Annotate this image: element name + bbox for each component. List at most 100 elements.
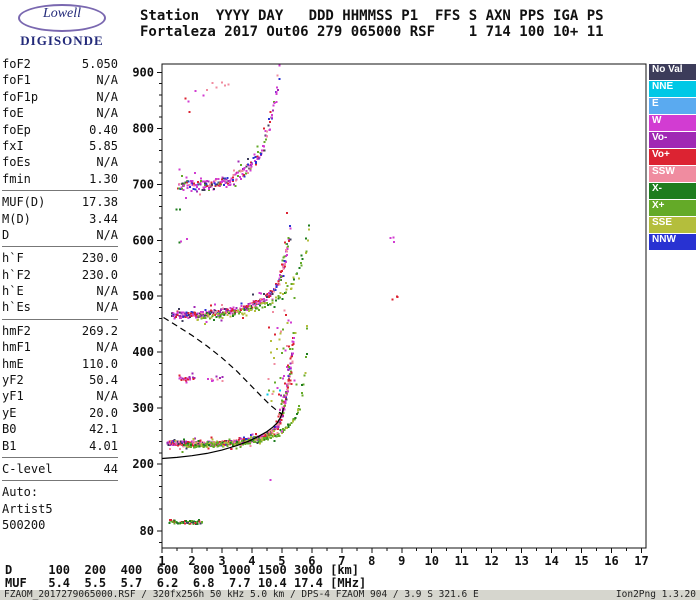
param-hmf1: hmF1 N/A — [2, 339, 118, 355]
param-value: N/A — [96, 300, 118, 315]
svg-text:80: 80 — [140, 524, 154, 538]
param-group: MUF(D) 17.38 M(D) 3.44 D N/A — [2, 194, 118, 248]
param-label: h`F — [2, 251, 24, 266]
svg-text:300: 300 — [132, 401, 154, 415]
param-c-level: C-level 44 — [2, 461, 118, 477]
svg-text:11: 11 — [454, 554, 468, 568]
param-label: fmin — [2, 171, 31, 186]
param-value: N/A — [96, 155, 118, 170]
param-value: N/A — [96, 89, 118, 104]
svg-text:4: 4 — [248, 554, 255, 568]
legend-item-vo+: Vo+ — [649, 149, 696, 165]
param-group: C-level 44 — [2, 461, 118, 482]
param-ye: yE 20.0 — [2, 405, 118, 421]
header-column-titles: Station YYYY DAY DDD HHMMSS P1 FFS S AXN… — [140, 8, 604, 24]
svg-text:8: 8 — [368, 554, 375, 568]
logo-ellipse: Lowell — [18, 4, 106, 32]
param-value: 230.0 — [81, 251, 118, 266]
param-group: Auto: Artist5 500200 — [2, 484, 118, 536]
param-label: foF2 — [2, 57, 31, 71]
param-group: h`F 230.0 h`F2 230.0 h`E N/A h`Es N/A — [2, 250, 118, 320]
dashed-curve — [163, 316, 283, 415]
param-value: 17.38 — [81, 195, 118, 210]
param-label: yF2 — [2, 373, 24, 388]
param-fof1p: foF1p N/A — [2, 89, 118, 105]
param-h-f2: h`F2 230.0 — [2, 267, 118, 283]
svg-text:900: 900 — [132, 65, 154, 79]
trace-specks-598km — [178, 237, 188, 244]
svg-text:200: 200 — [132, 457, 154, 471]
legend-item-no-val: No Val — [649, 64, 696, 80]
trace-cluster-350km-b — [206, 375, 224, 383]
param-value: 110.0 — [81, 356, 118, 371]
param-foep: foEp 0.40 — [2, 122, 118, 138]
svg-text:5: 5 — [278, 554, 285, 568]
svg-text:400: 400 — [132, 345, 154, 359]
param-value: 20.0 — [89, 405, 118, 420]
station-header: Station YYYY DAY DDD HHMMSS P1 FFS S AXN… — [140, 8, 604, 40]
legend-item-e: E — [649, 98, 696, 114]
param-label: foF1 — [2, 73, 31, 88]
param-value: N/A — [96, 227, 118, 242]
svg-text:15: 15 — [574, 554, 588, 568]
svg-text:16: 16 — [604, 554, 618, 568]
param-value: N/A — [96, 389, 118, 404]
muf-row: MUF 5.4 5.5 5.7 6.2 6.8 7.7 10.4 17.4 [M… — [5, 576, 367, 590]
svg-text:14: 14 — [544, 554, 558, 568]
param-h-e: h`E N/A — [2, 283, 118, 299]
svg-text:1: 1 — [158, 554, 165, 568]
param-label: B0 — [2, 422, 17, 437]
trace-spread-f — [266, 212, 298, 482]
legend-item-x+: X+ — [649, 200, 696, 216]
logo-lowell-text: Lowell — [42, 6, 82, 21]
legend-item-x-: X- — [649, 183, 696, 199]
status-file-info: FZAOM_2017279065000.RSF / 320fx256h 50 k… — [4, 589, 479, 600]
param-hmf2: hmF2 269.2 — [2, 323, 118, 339]
param-foes: foEs N/A — [2, 154, 118, 170]
status-program-version: Ion2Png 1.3.20 — [615, 589, 696, 600]
param-value: 44 — [103, 461, 118, 476]
param-label: h`E — [2, 284, 24, 299]
svg-text:10: 10 — [424, 554, 438, 568]
param-label: Artist5 — [2, 501, 53, 516]
header-station-values: Fortaleza 2017 Out06 279 065000 RSF 1 71… — [140, 24, 604, 40]
trace-e-layer-echoes — [168, 519, 203, 525]
svg-text:17: 17 — [634, 554, 648, 568]
svg-text:2: 2 — [188, 554, 195, 568]
param-value: N/A — [96, 284, 118, 299]
param-fof2: foF2 5.050 — [2, 56, 118, 72]
param-value: N/A — [96, 106, 118, 121]
param-label: fxI — [2, 138, 24, 153]
svg-text:13: 13 — [514, 554, 528, 568]
trace-left-top-specks — [184, 97, 191, 114]
param-b1: B1 4.01 — [2, 438, 118, 454]
param-label: hmE — [2, 356, 24, 371]
svg-text:700: 700 — [132, 177, 154, 191]
plot-border — [161, 63, 647, 549]
svg-text:800: 800 — [132, 121, 154, 135]
svg-text:6: 6 — [308, 554, 315, 568]
param-label: hmF2 — [2, 323, 31, 338]
param-label: foE — [2, 106, 24, 121]
trace-top-specks — [194, 81, 230, 97]
param-label: Auto: — [2, 485, 39, 500]
status-bar: FZAOM_2017279065000.RSF / 320fx256h 50 k… — [0, 590, 700, 600]
lowell-digisonde-logo: Lowell DIGISONDE — [6, 4, 118, 49]
param-group: hmF2 269.2 hmF1 N/A hmE 110.0 yF2 50.4 yF1 N/A yE 2… — [2, 323, 118, 458]
param-value: 50.4 — [89, 373, 118, 388]
param-d: D N/A — [2, 227, 118, 243]
param-value: 3.44 — [89, 211, 118, 226]
param-yf2: yF2 50.4 — [2, 372, 118, 388]
legend-item-sse: SSE — [649, 217, 696, 233]
param-h-f: h`F 230.0 — [2, 250, 118, 266]
param-value: 269.2 — [81, 323, 118, 338]
param-label: D — [2, 227, 10, 242]
param-label: B1 — [2, 438, 17, 453]
param-fof1: foF1 N/A — [2, 72, 118, 88]
trace-f2-2nd-cusp-spread — [277, 237, 290, 286]
param-value: N/A — [96, 73, 118, 88]
param-group: foF2 5.050 foF1 N/A foF1p N/A foE N/A foEp 0.40 fx… — [2, 56, 118, 192]
param-value: 4.01 — [89, 438, 118, 453]
y-axis: 80 200 300 400 500 600 700 800 900 — [132, 65, 162, 543]
